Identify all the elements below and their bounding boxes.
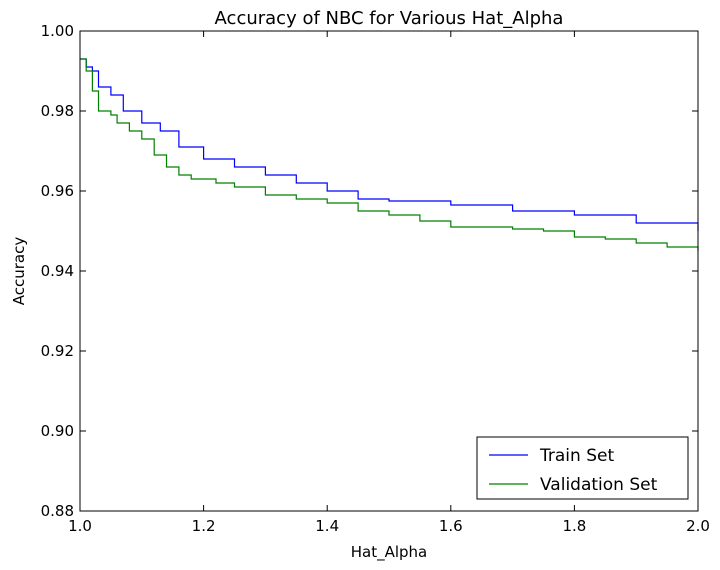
- x-tick-label: 1.6: [439, 517, 463, 535]
- chart-title: Accuracy of NBC for Various Hat_Alpha: [215, 8, 564, 29]
- series-line-train: [80, 58, 699, 231]
- y-tick-label: 0.92: [41, 342, 74, 360]
- x-tick-label: 1.8: [562, 517, 586, 535]
- y-tick-label: 0.96: [41, 182, 74, 200]
- legend-label-train: Train Set: [539, 446, 614, 466]
- x-tick-label: 1.2: [192, 517, 216, 535]
- y-tick-label: 0.88: [41, 502, 74, 520]
- x-tick-label: 1.4: [315, 517, 339, 535]
- legend-box: [476, 436, 689, 500]
- y-axis-label: Accuracy: [10, 237, 28, 306]
- y-tick-label: 0.90: [41, 422, 74, 440]
- series-line-validation: [80, 58, 699, 251]
- y-tick-label: 1.00: [41, 22, 74, 40]
- legend: Train Set Validation Set: [476, 436, 689, 500]
- y-tick-label: 0.94: [41, 262, 74, 280]
- y-tick-label: 0.98: [41, 102, 74, 120]
- x-tick-label: 2.0: [686, 517, 710, 535]
- x-axis-label: Hat_Alpha: [351, 543, 428, 562]
- x-tick-label: 1.0: [68, 517, 92, 535]
- legend-label-validation: Validation Set: [540, 475, 658, 495]
